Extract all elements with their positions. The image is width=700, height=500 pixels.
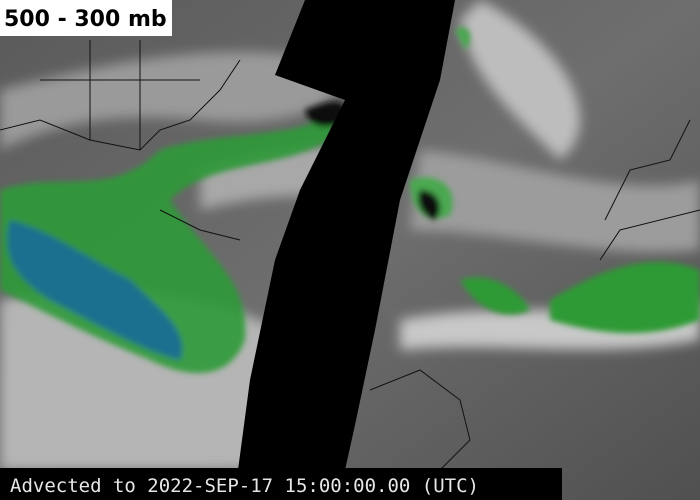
coastline (599, 119, 700, 261)
islands (159, 209, 241, 241)
cloud (455, 27, 471, 50)
clouds (0, 27, 700, 374)
footer-bar (0, 468, 562, 500)
coastline (0, 59, 241, 151)
cloud (550, 261, 700, 334)
cloud (7, 220, 182, 360)
swirl (460, 0, 581, 160)
cloud-core (418, 190, 440, 220)
swirl (0, 51, 338, 150)
title-box (0, 0, 172, 36)
borders (0, 40, 700, 471)
cloud (460, 277, 530, 315)
data-gap-swath (238, 0, 455, 470)
swirl (410, 150, 700, 253)
state-lines (40, 40, 200, 150)
coastline (369, 369, 471, 471)
title: 500 - 300 mb (4, 7, 167, 32)
timestamp: Advected to 2022-SEP-17 15:00:00.00 (UTC… (10, 475, 479, 497)
